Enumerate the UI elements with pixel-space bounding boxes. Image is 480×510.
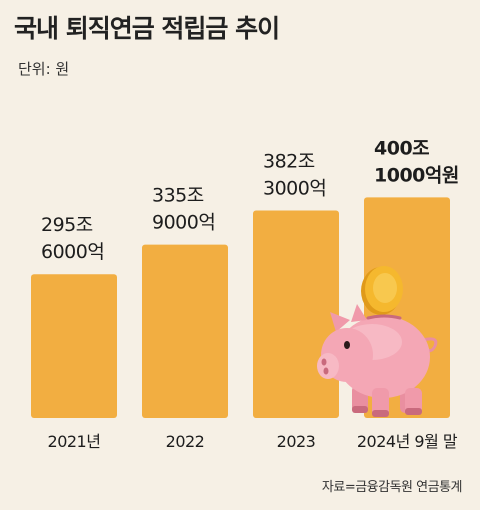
value-label-1: 335조 9000억 — [152, 185, 215, 234]
x-tick-label-0: 2021년 — [48, 432, 101, 451]
bar-2 — [253, 210, 339, 418]
x-tick-label-1: 2022 — [166, 432, 205, 451]
x-tick-label-3: 2024년 9월 말 — [357, 432, 458, 451]
bar-1 — [142, 244, 228, 418]
piggy-bank-icon — [317, 266, 438, 417]
chart-title: 국내 퇴직연금 적립금 추이 — [14, 14, 280, 43]
source-note: 자료=금융감독원 연금통계 — [321, 480, 463, 495]
unit-label: 단위: 원 — [18, 60, 70, 78]
value-label-3: 400조 1000억원 — [374, 137, 459, 186]
value-label-0: 295조 6000억 — [41, 214, 104, 263]
bar-0 — [31, 274, 117, 418]
value-label-2: 382조 3000억 — [263, 151, 326, 200]
x-tick-label-2: 2023 — [277, 432, 316, 451]
